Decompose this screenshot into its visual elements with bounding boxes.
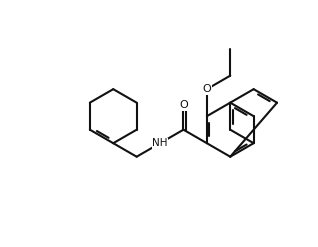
Text: O: O xyxy=(203,84,211,94)
Text: O: O xyxy=(179,100,188,110)
Text: NH: NH xyxy=(152,138,168,148)
